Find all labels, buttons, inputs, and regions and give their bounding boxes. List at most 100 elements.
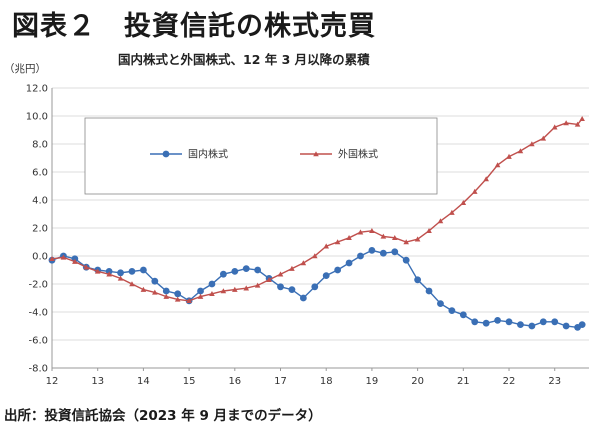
data-point xyxy=(482,319,490,327)
x-tick-label: 19 xyxy=(366,376,379,387)
data-point xyxy=(346,235,352,241)
data-point xyxy=(106,271,112,277)
data-point xyxy=(425,287,433,295)
legend-swatch-marker xyxy=(313,151,319,157)
data-point xyxy=(323,243,330,249)
y-tick-label: 0.0 xyxy=(32,252,48,263)
data-point xyxy=(368,247,376,254)
data-point xyxy=(471,188,478,194)
data-point xyxy=(254,282,261,288)
x-tick-label: 18 xyxy=(320,376,333,387)
data-point xyxy=(357,252,364,260)
data-point xyxy=(460,200,467,206)
data-point xyxy=(391,248,399,256)
data-point xyxy=(322,272,330,279)
y-tick-label: 2.0 xyxy=(32,224,48,235)
data-point xyxy=(494,317,501,324)
data-point xyxy=(551,318,559,326)
data-point xyxy=(140,286,147,292)
x-tick-label: 14 xyxy=(137,376,150,387)
data-point xyxy=(402,256,410,264)
data-point xyxy=(83,264,90,270)
x-tick-label: 12 xyxy=(46,376,59,387)
data-point xyxy=(459,311,467,319)
figure-title: 図表２ 投資信託の株式売買 xyxy=(12,11,376,42)
data-point xyxy=(232,286,238,292)
data-point xyxy=(254,266,262,274)
chart-subtitle: 国内株式と外国株式、12 年 3 月以降の累積 xyxy=(118,52,370,67)
data-point xyxy=(540,135,547,141)
data-point xyxy=(49,256,55,262)
x-tick-label: 17 xyxy=(274,376,287,387)
data-point xyxy=(539,318,547,326)
data-point xyxy=(128,268,136,275)
data-point xyxy=(162,287,170,295)
data-point xyxy=(562,322,570,330)
data-point xyxy=(72,258,78,264)
source-note: 出所：投資信託協会（2023 年 9 月までのデータ） xyxy=(4,408,322,424)
y-tick-label: 8.0 xyxy=(32,140,48,151)
data-point xyxy=(197,287,204,295)
data-point xyxy=(563,120,569,126)
data-point xyxy=(300,260,307,266)
data-point xyxy=(242,265,250,272)
data-point xyxy=(174,290,182,298)
data-point xyxy=(529,141,535,147)
data-point xyxy=(311,283,319,291)
data-point xyxy=(426,228,432,234)
x-tick-label: 13 xyxy=(91,376,104,387)
x-tick-label: 21 xyxy=(457,376,470,387)
data-point xyxy=(209,291,215,297)
data-point xyxy=(517,321,524,328)
data-point xyxy=(174,296,181,302)
x-tick-label: 15 xyxy=(183,376,196,387)
data-point xyxy=(266,277,272,283)
legend-swatch-marker xyxy=(162,150,170,158)
data-point xyxy=(403,239,409,245)
data-point xyxy=(186,298,192,304)
data-point xyxy=(277,271,284,277)
data-point xyxy=(231,268,239,275)
data-point xyxy=(517,148,524,154)
y-tick-label: -8.0 xyxy=(28,364,48,375)
data-point xyxy=(197,293,204,299)
data-point xyxy=(219,270,227,278)
data-point xyxy=(152,289,158,295)
y-tick-label: 10.0 xyxy=(26,112,48,123)
legend-label: 国内株式 xyxy=(188,148,228,161)
data-point xyxy=(437,300,444,307)
data-point xyxy=(437,218,444,224)
data-point xyxy=(289,265,295,271)
data-point xyxy=(483,176,489,182)
x-tick-label: 16 xyxy=(228,376,241,387)
data-point xyxy=(574,121,581,127)
series-line-2 xyxy=(51,118,583,302)
data-point xyxy=(220,288,227,294)
data-point xyxy=(448,307,456,314)
data-point xyxy=(391,235,398,241)
data-point xyxy=(345,259,353,267)
data-point xyxy=(117,275,124,281)
x-tick-label: 22 xyxy=(503,376,516,387)
legend-label: 外国株式 xyxy=(338,148,378,161)
data-point xyxy=(578,321,586,328)
y-tick-label: 6.0 xyxy=(32,168,48,179)
y-axis-unit-label: （兆円） xyxy=(4,63,46,75)
x-tick-label: 23 xyxy=(548,376,561,387)
data-point xyxy=(243,285,250,291)
y-tick-label: -6.0 xyxy=(28,336,48,347)
data-point xyxy=(334,239,341,245)
data-point xyxy=(288,286,296,293)
data-point xyxy=(471,318,479,326)
y-tick-label: -2.0 xyxy=(28,280,48,291)
data-point xyxy=(117,269,124,277)
data-point xyxy=(357,229,364,235)
data-point xyxy=(579,116,585,122)
data-point xyxy=(506,153,512,159)
data-point xyxy=(551,124,558,130)
data-point xyxy=(140,266,147,274)
data-point xyxy=(163,293,170,299)
data-point xyxy=(208,280,216,288)
data-point xyxy=(129,281,135,287)
